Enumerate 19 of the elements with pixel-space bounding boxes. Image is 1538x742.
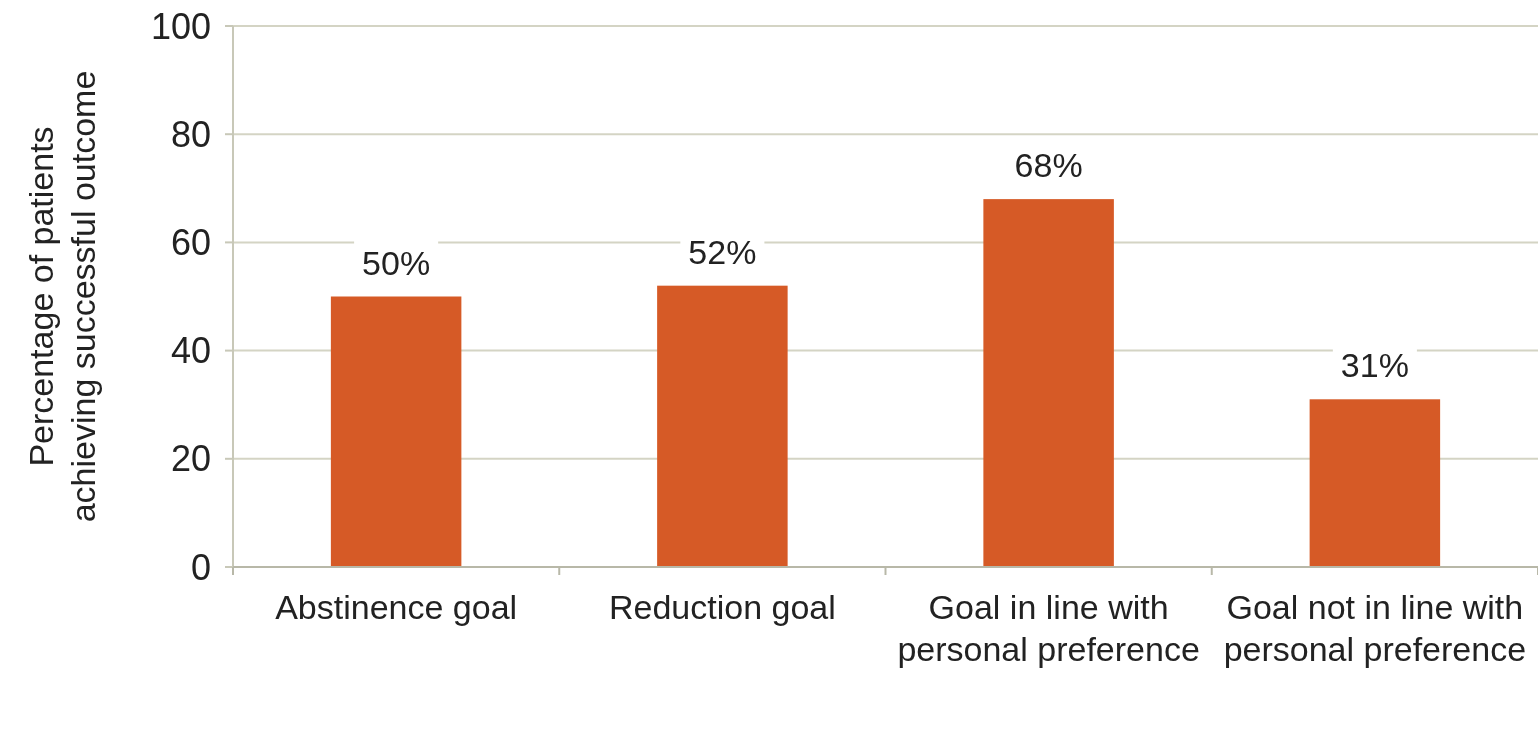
x-tick-label: Abstinence goal [275, 588, 518, 626]
y-tick-label: 0 [190, 546, 211, 588]
x-tick-label: Reduction goal [608, 588, 836, 626]
y-tick-label: 40 [170, 330, 211, 372]
x-tick-label: Goal not in line with personal preference [1223, 588, 1527, 668]
y-tick-label: 20 [170, 438, 211, 480]
bar [983, 199, 1114, 567]
y-tick-label: 80 [170, 113, 211, 155]
bar [657, 285, 788, 567]
y-tick-label: 60 [170, 222, 211, 263]
y-axis-title: Percentage of patients achieving successful outcome [22, 70, 102, 523]
data-label: 52% [688, 232, 757, 271]
data-label: 50% [362, 243, 431, 282]
x-tick-label: Goal in line with personal preference [897, 588, 1200, 668]
bar [1309, 399, 1441, 567]
data-label: 68% [1014, 146, 1083, 185]
data-label: 31% [1340, 346, 1409, 385]
bar [330, 296, 462, 567]
y-tick-label: 100 [150, 5, 211, 47]
